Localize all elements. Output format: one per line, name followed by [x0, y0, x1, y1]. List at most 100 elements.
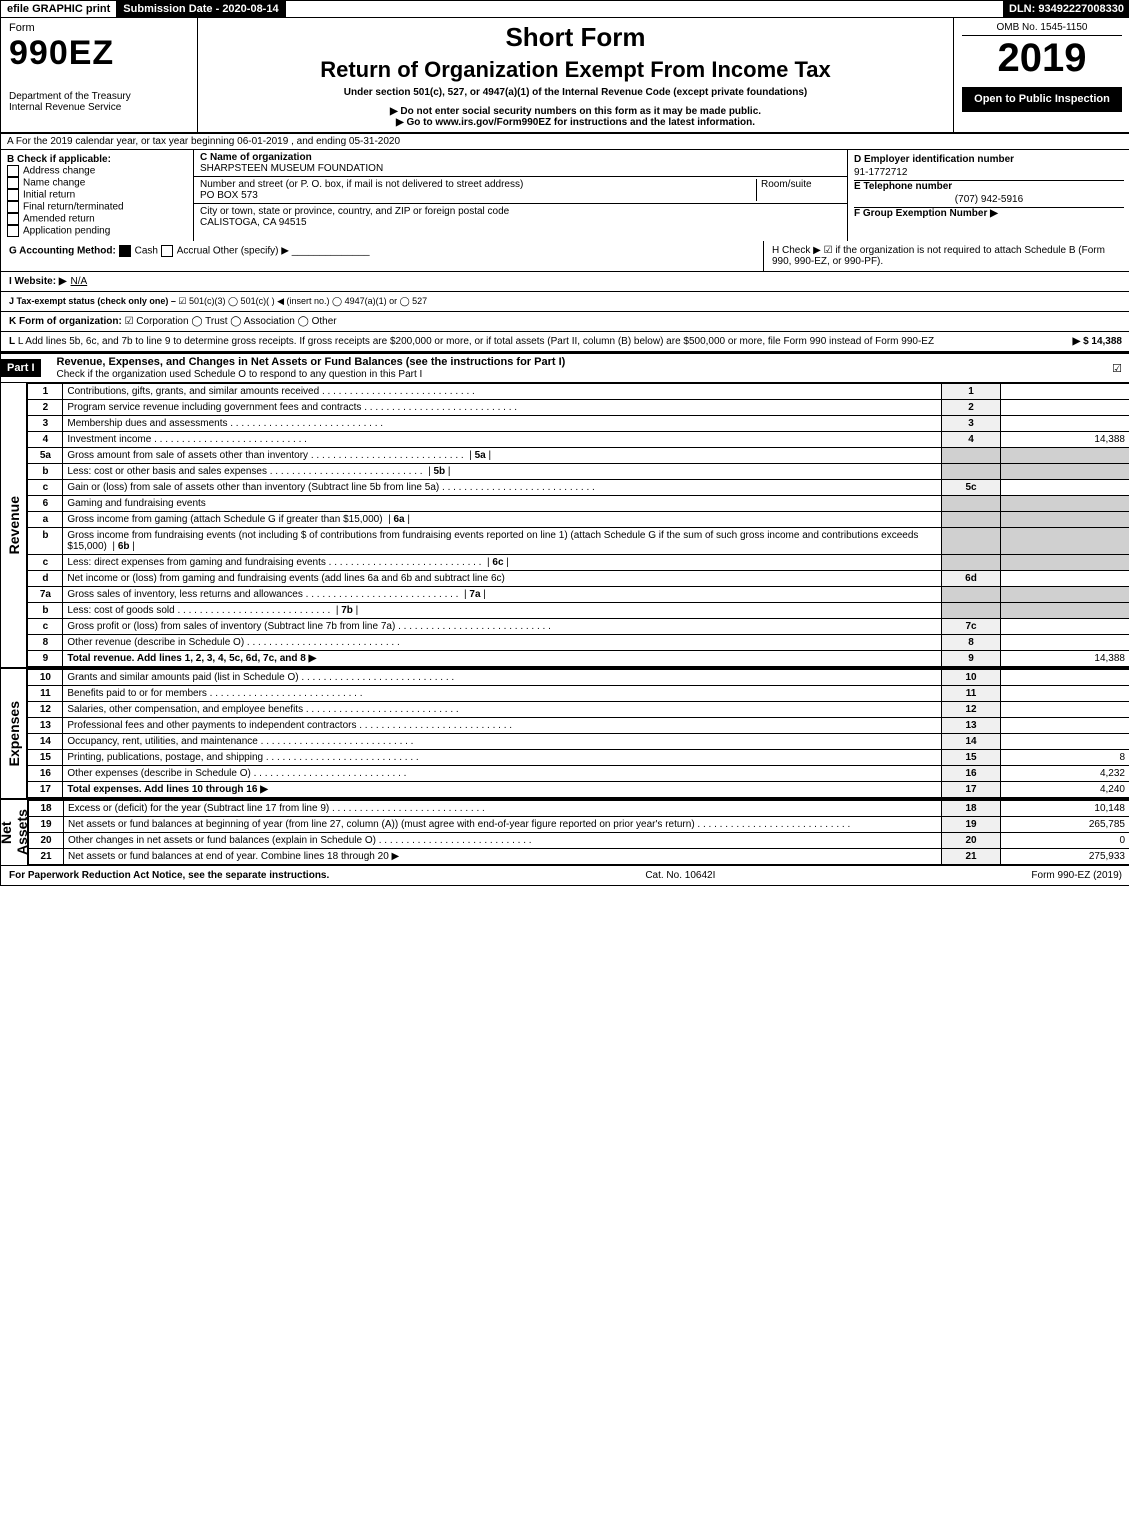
section-gh: G Accounting Method: Cash Accrual Other … — [1, 241, 1129, 272]
ein-label: D Employer identification number — [854, 154, 1124, 165]
submission-date: Submission Date - 2020-08-14 — [117, 1, 285, 17]
paperwork-notice: For Paperwork Reduction Act Notice, see … — [9, 870, 329, 881]
line-17: 17Total expenses. Add lines 10 through 1… — [28, 782, 1129, 798]
omb-number: OMB No. 1545-1150 — [962, 22, 1122, 36]
section-j: J Tax-exempt status (check only one) – ☑… — [1, 292, 1129, 312]
header-right: OMB No. 1545-1150 2019 Open to Public In… — [954, 18, 1129, 132]
dln: DLN: 93492227008330 — [1003, 1, 1129, 17]
line-6: 6Gaming and fundraising events — [28, 496, 1129, 512]
check-initial-return[interactable]: Initial return — [7, 189, 187, 201]
l-text: L Add lines 5b, 6c, and 7b to line 9 to … — [18, 336, 934, 347]
efile-label: efile GRAPHIC print — [1, 1, 117, 17]
line-5a: 5aGross amount from sale of assets other… — [28, 448, 1129, 464]
phone-label: E Telephone number — [854, 181, 1124, 192]
line-12: 12Salaries, other compensation, and empl… — [28, 702, 1129, 718]
section-l: L L Add lines 5b, 6c, and 7b to line 9 t… — [1, 332, 1129, 352]
check-cash[interactable] — [119, 245, 131, 257]
section-a: A For the 2019 calendar year, or tax yea… — [1, 134, 1129, 150]
org-name: SHARPSTEEN MUSEUM FOUNDATION — [200, 163, 383, 174]
form-ref: Form 990-EZ (2019) — [1031, 870, 1122, 881]
line-2: 2Program service revenue including gover… — [28, 400, 1129, 416]
section-k: K Form of organization: ☑ Corporation ◯ … — [1, 312, 1129, 332]
open-inspection: Open to Public Inspection — [962, 87, 1122, 112]
part1-title: Revenue, Expenses, and Changes in Net As… — [49, 356, 566, 368]
line-6c: cLess: direct expenses from gaming and f… — [28, 555, 1129, 571]
city-value: CALISTOGA, CA 94515 — [200, 217, 307, 228]
l-amount: ▶ $ 14,388 — [1073, 336, 1122, 347]
part1-checkbox-icon: ☑ — [1112, 362, 1129, 375]
line-3: 3Membership dues and assessments3 — [28, 416, 1129, 432]
note-goto: ▶ Go to www.irs.gov/Form990EZ for instru… — [206, 117, 945, 128]
section-h: H Check ▶ ☑ if the organization is not r… — [764, 241, 1129, 271]
form-header: Form 990EZ Department of the Treasury In… — [1, 18, 1129, 134]
line-19: 19Net assets or fund balances at beginni… — [29, 817, 1129, 833]
line-7b: bLess: cost of goods sold | 7b | — [28, 603, 1129, 619]
section-c: C Name of organization SHARPSTEEN MUSEUM… — [194, 150, 848, 241]
check-final-return[interactable]: Final return/terminated — [7, 201, 187, 213]
line-6b: bGross income from fundraising events (n… — [28, 528, 1129, 555]
phone-value: (707) 942-5916 — [854, 192, 1124, 208]
j-label: J Tax-exempt status (check only one) – — [9, 296, 176, 307]
line-14: 14Occupancy, rent, utilities, and mainte… — [28, 734, 1129, 750]
page-footer: For Paperwork Reduction Act Notice, see … — [1, 865, 1129, 885]
i-label: I Website: ▶ — [9, 276, 67, 287]
expenses-table: 10Grants and similar amounts paid (list … — [27, 669, 1129, 798]
expenses-section: Expenses 10Grants and similar amounts pa… — [1, 667, 1129, 798]
line-8: 8Other revenue (describe in Schedule O)8 — [28, 635, 1129, 651]
g-label: G Accounting Method: — [9, 246, 116, 257]
netassets-section: Net Assets 18Excess or (deficit) for the… — [1, 798, 1129, 865]
city-label: City or town, state or province, country… — [200, 206, 509, 217]
line-9: 9Total revenue. Add lines 1, 2, 3, 4, 5c… — [28, 651, 1129, 667]
check-address-change[interactable]: Address change — [7, 165, 187, 177]
short-form-title: Short Form — [206, 22, 945, 53]
revenue-section: Revenue 1Contributions, gifts, grants, a… — [1, 383, 1129, 667]
line-15: 15Printing, publications, postage, and s… — [28, 750, 1129, 766]
section-def: D Employer identification number 91-1772… — [848, 150, 1129, 241]
section-i: I Website: ▶ N/A — [1, 272, 1129, 292]
form-label: Form — [9, 22, 189, 34]
part1-titleblock: Revenue, Expenses, and Changes in Net As… — [41, 356, 1113, 380]
note-ssn: ▶ Do not enter social security numbers o… — [206, 106, 945, 117]
netassets-table: 18Excess or (deficit) for the year (Subt… — [28, 800, 1129, 865]
line-18: 18Excess or (deficit) for the year (Subt… — [29, 801, 1129, 817]
topbar-spacer — [286, 1, 1003, 17]
line-5b: bLess: cost or other basis and sales exp… — [28, 464, 1129, 480]
line-7a: 7aGross sales of inventory, less returns… — [28, 587, 1129, 603]
org-name-row: C Name of organization SHARPSTEEN MUSEUM… — [194, 150, 847, 177]
part1-label: Part I — [1, 359, 41, 377]
part1-checknote: Check if the organization used Schedule … — [49, 369, 423, 380]
section-b: B Check if applicable: Address change Na… — [1, 150, 194, 241]
section-b-title: B Check if applicable: — [7, 154, 187, 165]
addr-label: Number and street (or P. O. box, if mail… — [200, 179, 523, 190]
line-11: 11Benefits paid to or for members11 — [28, 686, 1129, 702]
tax-year: 2019 — [962, 36, 1122, 81]
check-name-change[interactable]: Name change — [7, 177, 187, 189]
j-options: ☑ 501(c)(3) ◯ 501(c)( ) ◀ (insert no.) ◯… — [178, 296, 427, 307]
line-16: 16Other expenses (describe in Schedule O… — [28, 766, 1129, 782]
check-amended-return[interactable]: Amended return — [7, 213, 187, 225]
revenue-sidelabel: Revenue — [1, 383, 27, 667]
line-10: 10Grants and similar amounts paid (list … — [28, 670, 1129, 686]
form-number: 990EZ — [9, 34, 189, 73]
check-accrual[interactable] — [161, 245, 173, 257]
line-7c: cGross profit or (loss) from sales of in… — [28, 619, 1129, 635]
line-13: 13Professional fees and other payments t… — [28, 718, 1129, 734]
part1-header: Part I Revenue, Expenses, and Changes in… — [1, 352, 1129, 383]
org-addr-row: Number and street (or P. O. box, if mail… — [194, 177, 847, 204]
netassets-sidelabel: Net Assets — [1, 800, 28, 865]
line-4: 4Investment income414,388 — [28, 432, 1129, 448]
group-label: F Group Exemption Number ▶ — [854, 208, 1124, 219]
irs-label: Internal Revenue Service — [9, 102, 189, 113]
line-6d: dNet income or (loss) from gaming and fu… — [28, 571, 1129, 587]
header-mid: Short Form Return of Organization Exempt… — [198, 18, 954, 132]
org-city-row: City or town, state or province, country… — [194, 204, 847, 230]
k-options: ☑ Corporation ◯ Trust ◯ Association ◯ Ot… — [125, 316, 337, 327]
ein-value: 91-1772712 — [854, 165, 1124, 181]
org-name-label: C Name of organization — [200, 152, 312, 163]
website-value: N/A — [71, 276, 88, 287]
addr-value: PO BOX 573 — [200, 190, 258, 201]
revenue-table: 1Contributions, gifts, grants, and simil… — [27, 383, 1129, 667]
check-application-pending[interactable]: Application pending — [7, 225, 187, 237]
cat-number: Cat. No. 10642I — [645, 870, 715, 881]
room-suite: Room/suite — [756, 179, 841, 201]
